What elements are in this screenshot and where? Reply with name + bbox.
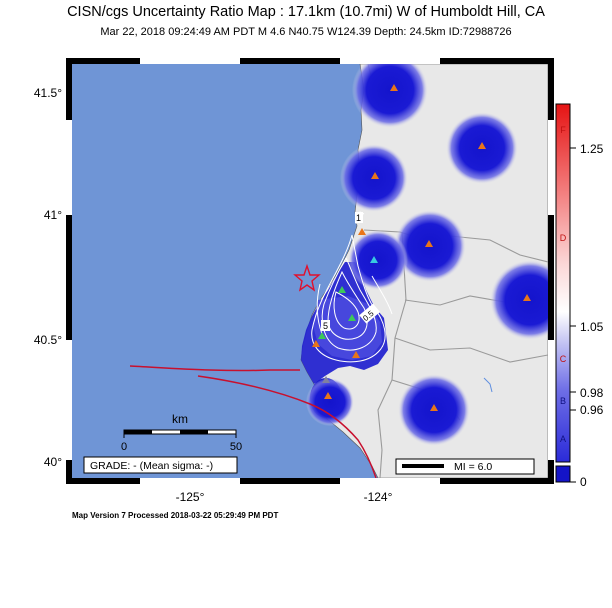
colorbar-value-1-05: 1.05 (580, 320, 604, 334)
footer-processed: Map Version 7 Processed 2018-03-22 05:29… (72, 511, 279, 520)
colorbar-value-0-96: 0.96 (580, 403, 604, 417)
lat-label-41: 41° (44, 208, 62, 222)
map-subtitle: Mar 22, 2018 09:24:49 AM PDT M 4.6 N40.7… (100, 26, 512, 38)
fault-lines (129, 365, 377, 478)
map-title: CISN/cgs Uncertainty Ratio Map : 17.1km … (67, 4, 545, 20)
stations (312, 84, 531, 411)
colorbar-value-1-25: 1.25 (580, 142, 604, 156)
lon-label-125: -125° (176, 490, 205, 504)
scale-bar-title: km (172, 412, 188, 426)
contour-label-group: 1 5 0.5 (321, 212, 381, 331)
colorbar-value-0-98: 0.98 (580, 386, 604, 400)
grade-letter-c: C (560, 354, 567, 364)
colorbar: F D C B A 1.25 1.05 0.98 0.96 0 (555, 103, 604, 489)
axis-labels: 41.5° 41° 40.5° 40° -125° -124° (34, 86, 393, 504)
lat-label-40: 40° (44, 455, 62, 469)
grade-text: GRADE: - (Mean sigma: -) (90, 460, 213, 472)
grade-box (83, 456, 238, 474)
contour-label-1: 1 (356, 213, 361, 223)
scale-bar: km 0 50 (121, 412, 242, 453)
mi-legend-text: MI = 6.0 (454, 461, 492, 473)
colorbar-value-0: 0 (580, 475, 587, 489)
scale-bar-start: 0 (121, 441, 127, 453)
lat-label-41-5: 41.5° (34, 86, 62, 100)
mi-legend-box (395, 458, 535, 475)
grade-letter-d: D (560, 233, 567, 243)
river (483, 377, 493, 393)
lon-label-124: -124° (364, 490, 393, 504)
grade-letter-b: B (560, 396, 566, 406)
epicenter-star (293, 263, 321, 292)
lat-label-40-5: 40.5° (34, 333, 62, 347)
scale-bar-end: 50 (230, 441, 242, 453)
grade-letter-f: F (560, 125, 566, 135)
frame-ticks (66, 58, 554, 484)
contour-label-2: 5 (323, 321, 328, 331)
grade-letter-a: A (560, 434, 566, 444)
